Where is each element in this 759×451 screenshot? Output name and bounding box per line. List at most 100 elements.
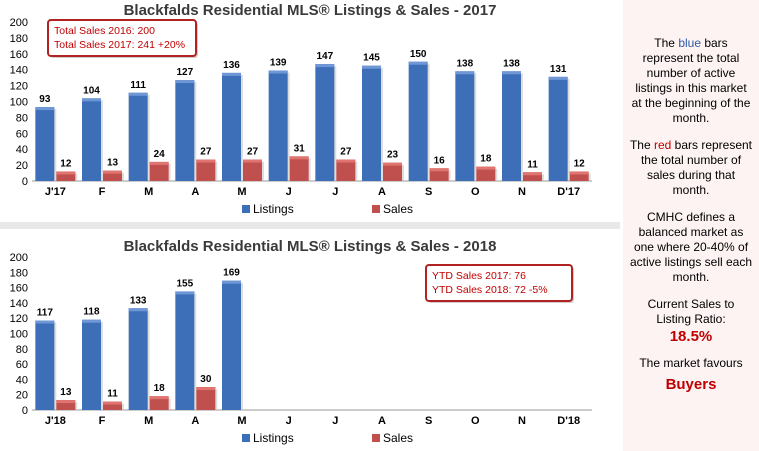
data-label: 18 bbox=[154, 383, 166, 394]
y-tick-label: 20 bbox=[16, 160, 28, 172]
y-tick-label: 120 bbox=[10, 81, 28, 93]
sales-bar bbox=[149, 396, 169, 410]
chart-title: Blackfalds Residential MLS® Listings & S… bbox=[124, 238, 497, 255]
data-label: 117 bbox=[37, 307, 54, 318]
data-label: 147 bbox=[316, 51, 333, 62]
sidebar-blue-explanation: The blue bars represent the total number… bbox=[631, 36, 751, 125]
x-tick-label: D'18 bbox=[557, 415, 580, 427]
red-keyword: red bbox=[653, 138, 672, 152]
data-label: 31 bbox=[294, 143, 306, 154]
sales-bar bbox=[56, 400, 76, 410]
chart-2018: Blackfalds Residential MLS® Listings & S… bbox=[10, 238, 592, 445]
data-label: 104 bbox=[83, 85, 100, 96]
bar-highlight bbox=[429, 168, 449, 172]
sales-bar bbox=[243, 159, 262, 181]
y-tick-label: 60 bbox=[16, 359, 28, 371]
bar-highlight bbox=[243, 159, 262, 163]
bar-highlight bbox=[128, 92, 148, 96]
data-label: 12 bbox=[60, 158, 72, 169]
y-tick-label: 0 bbox=[22, 405, 28, 417]
data-label: 16 bbox=[434, 155, 446, 166]
data-label: 11 bbox=[107, 389, 118, 400]
bar-highlight bbox=[82, 319, 101, 323]
data-label: 30 bbox=[200, 374, 212, 385]
sales-bar bbox=[429, 168, 449, 181]
listings-bar bbox=[82, 319, 101, 410]
ratio-value: 18.5% bbox=[669, 328, 713, 345]
bar-highlight bbox=[56, 400, 76, 404]
x-tick-label: O bbox=[471, 186, 480, 198]
data-label: 93 bbox=[39, 94, 51, 105]
listings-bar bbox=[35, 320, 55, 410]
listings-bar bbox=[35, 107, 55, 181]
x-tick-label: A bbox=[378, 186, 386, 198]
data-label: 127 bbox=[176, 67, 193, 78]
data-label: 155 bbox=[176, 278, 193, 289]
data-label: 131 bbox=[550, 64, 567, 75]
bar-highlight bbox=[149, 161, 169, 165]
y-tick-label: 200 bbox=[10, 17, 28, 29]
data-label: 12 bbox=[574, 158, 586, 169]
favour-label: The market favours bbox=[639, 356, 743, 370]
data-label: 118 bbox=[83, 307, 100, 318]
chart-2018-panel: Blackfalds Residential MLS® Listings & S… bbox=[0, 229, 620, 451]
sales-bar bbox=[103, 401, 122, 410]
x-tick-label: J'17 bbox=[45, 186, 66, 198]
sales-bar bbox=[289, 156, 309, 181]
data-label: 111 bbox=[130, 80, 146, 91]
bar-highlight bbox=[383, 162, 402, 166]
data-label: 169 bbox=[223, 268, 240, 279]
sales-bar bbox=[383, 162, 402, 181]
legend-swatch bbox=[242, 434, 250, 442]
explanation-sidebar: The blue bars represent the total number… bbox=[623, 0, 759, 451]
x-tick-label: N bbox=[518, 186, 526, 198]
x-tick-label: J bbox=[332, 186, 338, 198]
x-tick-label: J'18 bbox=[45, 415, 66, 427]
listings-bar bbox=[268, 70, 288, 181]
bar-highlight bbox=[128, 308, 148, 312]
bar-highlight bbox=[476, 166, 496, 170]
data-label: 139 bbox=[270, 57, 287, 68]
bar-highlight bbox=[222, 280, 241, 284]
x-tick-label: A bbox=[378, 415, 386, 427]
y-tick-label: 100 bbox=[10, 97, 28, 109]
y-tick-label: 180 bbox=[10, 267, 28, 279]
sales-bar bbox=[196, 159, 216, 181]
blue-keyword: blue bbox=[678, 36, 701, 50]
data-label: 24 bbox=[154, 149, 166, 160]
x-tick-label: F bbox=[99, 415, 106, 427]
chart-divider bbox=[0, 222, 620, 229]
y-tick-label: 60 bbox=[16, 128, 28, 140]
x-tick-label: F bbox=[99, 186, 106, 198]
y-tick-label: 180 bbox=[10, 33, 28, 45]
listings-bar bbox=[82, 98, 101, 181]
bar-highlight bbox=[548, 76, 568, 80]
bar-highlight bbox=[196, 387, 216, 391]
bar-highlight bbox=[175, 291, 195, 295]
sales-bar bbox=[56, 171, 76, 181]
legend-label: Listings bbox=[253, 202, 294, 216]
data-label: 27 bbox=[247, 147, 259, 158]
y-tick-label: 120 bbox=[10, 313, 28, 325]
y-tick-label: 40 bbox=[16, 144, 28, 156]
bar-highlight bbox=[103, 170, 122, 174]
y-tick-label: 40 bbox=[16, 374, 28, 386]
ratio-label: Current Sales to Listing Ratio: bbox=[647, 297, 735, 326]
bar-highlight bbox=[149, 396, 169, 400]
bar-highlight bbox=[336, 159, 356, 163]
y-tick-label: 80 bbox=[16, 344, 28, 356]
y-tick-label: 200 bbox=[10, 252, 28, 264]
bar-highlight bbox=[35, 320, 55, 324]
listings-bar bbox=[362, 65, 381, 181]
listings-bar bbox=[175, 291, 195, 410]
y-tick-label: 140 bbox=[10, 65, 28, 77]
x-tick-label: M bbox=[144, 415, 153, 427]
listings-bar bbox=[128, 308, 148, 410]
listings-bar bbox=[222, 280, 241, 410]
sales-bar bbox=[476, 166, 496, 181]
data-label: 27 bbox=[200, 147, 212, 158]
y-tick-label: 140 bbox=[10, 298, 28, 310]
legend-label: Listings bbox=[253, 431, 294, 445]
x-tick-label: S bbox=[425, 415, 432, 427]
bar-highlight bbox=[408, 61, 428, 65]
